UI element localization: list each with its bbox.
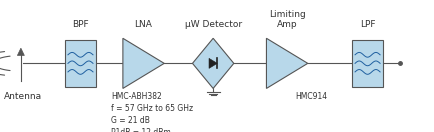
Polygon shape bbox=[17, 48, 24, 55]
Text: HMC914: HMC914 bbox=[294, 92, 326, 101]
Polygon shape bbox=[266, 38, 307, 88]
FancyBboxPatch shape bbox=[65, 40, 96, 87]
Text: μW Detector: μW Detector bbox=[184, 20, 241, 29]
Text: BPF: BPF bbox=[72, 20, 89, 29]
Text: LNA: LNA bbox=[134, 20, 152, 29]
FancyBboxPatch shape bbox=[351, 40, 382, 87]
Polygon shape bbox=[208, 58, 217, 68]
Polygon shape bbox=[123, 38, 164, 88]
Text: LPF: LPF bbox=[359, 20, 375, 29]
Polygon shape bbox=[192, 38, 233, 88]
Text: Antenna: Antenna bbox=[4, 92, 42, 101]
Text: Limiting
Amp: Limiting Amp bbox=[268, 10, 305, 29]
Text: HMC-ABH382
f = 57 GHz to 65 GHz
G = 21 dB
P1dB = 12 dBm: HMC-ABH382 f = 57 GHz to 65 GHz G = 21 d… bbox=[111, 92, 193, 132]
